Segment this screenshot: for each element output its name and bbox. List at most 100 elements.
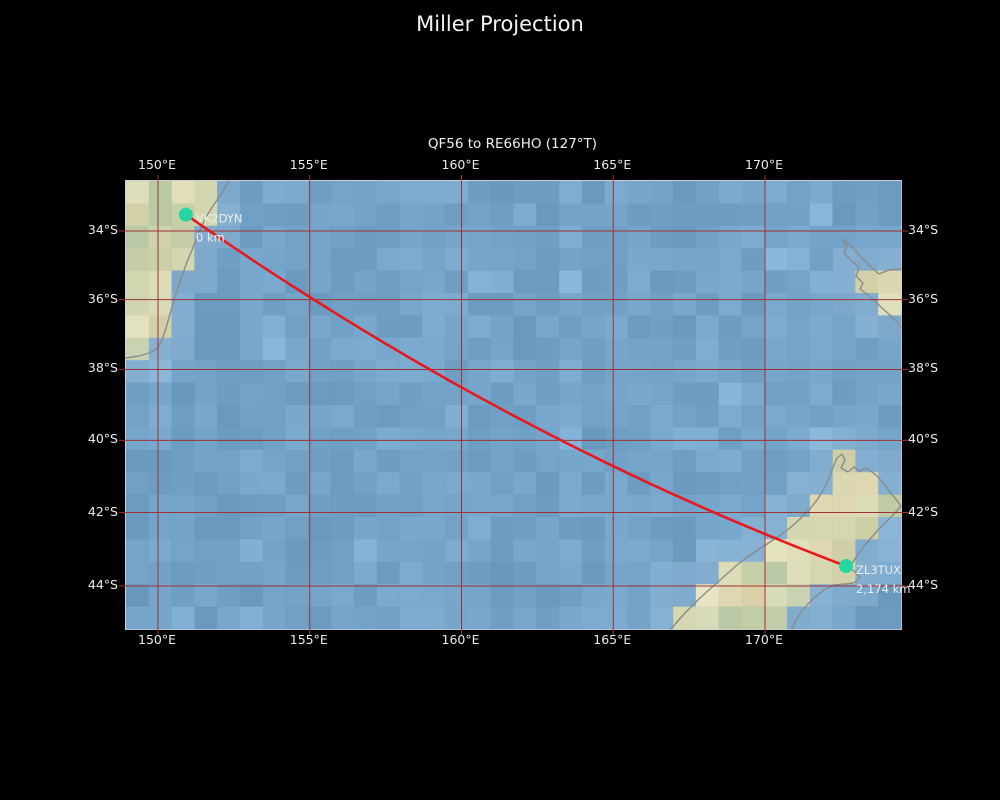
raster-cell bbox=[695, 203, 719, 227]
raster-cell bbox=[673, 270, 697, 294]
raster-cell bbox=[445, 561, 469, 585]
raster-cell bbox=[490, 561, 514, 585]
raster-cell bbox=[308, 360, 332, 383]
raster-cell bbox=[604, 181, 628, 204]
raster-cell bbox=[718, 539, 742, 563]
raster-cell bbox=[673, 225, 697, 249]
raster-cell bbox=[194, 606, 218, 630]
raster-cell bbox=[650, 561, 674, 585]
raster-cell bbox=[604, 337, 628, 361]
raster-cell bbox=[194, 270, 218, 294]
raster-cell bbox=[285, 315, 309, 339]
raster-cell bbox=[148, 382, 172, 406]
raster-cell bbox=[331, 270, 355, 294]
origin-callsign-label: VK2DYN bbox=[196, 212, 243, 226]
raster-cell bbox=[422, 315, 446, 339]
raster-cell bbox=[399, 360, 423, 383]
raster-cell bbox=[239, 270, 264, 294]
raster-cell bbox=[126, 539, 150, 563]
raster-cell bbox=[809, 270, 833, 294]
raster-cell bbox=[764, 449, 788, 473]
raster-cell bbox=[126, 203, 150, 227]
raster-cell bbox=[194, 181, 218, 204]
raster-cell bbox=[536, 270, 560, 294]
raster-cell bbox=[559, 539, 583, 563]
origin-marker bbox=[178, 207, 193, 222]
raster-cell bbox=[513, 225, 537, 249]
raster-cell bbox=[239, 315, 264, 339]
destination-distance-label: 2,174 km bbox=[856, 582, 910, 596]
raster-cell bbox=[764, 293, 788, 316]
raster-cell bbox=[285, 203, 309, 227]
raster-cell bbox=[285, 360, 309, 383]
raster-cell bbox=[126, 584, 150, 607]
raster-cell bbox=[376, 337, 400, 361]
raster-cell bbox=[627, 606, 651, 630]
raster-cell bbox=[718, 561, 742, 585]
raster-cell bbox=[673, 494, 697, 518]
raster-cell bbox=[695, 584, 719, 607]
raster-cell bbox=[650, 449, 674, 473]
raster-cell bbox=[171, 494, 195, 518]
raster-cell bbox=[376, 539, 400, 563]
raster-cell bbox=[262, 517, 286, 540]
raster-cell bbox=[627, 517, 651, 540]
raster-cell bbox=[399, 606, 423, 630]
raster-cell bbox=[194, 405, 218, 428]
raster-cell bbox=[809, 293, 833, 316]
raster-cell bbox=[490, 539, 514, 563]
raster-cell bbox=[878, 405, 902, 428]
raster-cell bbox=[787, 449, 811, 473]
raster-cell bbox=[581, 293, 605, 316]
raster-cell bbox=[467, 561, 491, 585]
raster-cell bbox=[331, 337, 355, 361]
raster-cell bbox=[536, 225, 560, 249]
raster-cell bbox=[467, 315, 491, 339]
raster-cell bbox=[718, 293, 742, 316]
raster-cell bbox=[809, 337, 833, 361]
raster-cell bbox=[308, 225, 332, 249]
raster-cell bbox=[148, 225, 172, 249]
raster-cell bbox=[878, 494, 902, 518]
raster-cell bbox=[832, 270, 856, 294]
raster-cell bbox=[673, 606, 697, 630]
raster-cell bbox=[673, 449, 697, 473]
raster-cell bbox=[809, 539, 833, 563]
raster-cell bbox=[262, 248, 286, 271]
raster-cell bbox=[718, 360, 742, 383]
raster-cell bbox=[513, 315, 537, 339]
lon-tick-label-top: 170°E bbox=[744, 157, 784, 172]
raster-cell bbox=[126, 382, 150, 406]
raster-cell bbox=[855, 449, 879, 473]
lon-tick-label-bottom: 150°E bbox=[137, 632, 177, 647]
route-great-circle-line bbox=[184, 213, 848, 568]
lat-tick-label-left: 34°S bbox=[87, 221, 118, 237]
raster-cell bbox=[217, 315, 241, 339]
raster-cell bbox=[171, 337, 195, 361]
raster-cell bbox=[239, 181, 264, 204]
raster-cell bbox=[695, 181, 719, 204]
map-plot-area: VK2DYN 0 km ZL3TUX 2,174 km bbox=[119, 175, 910, 635]
raster-cell bbox=[809, 517, 833, 540]
raster-cell bbox=[604, 315, 628, 339]
raster-cell bbox=[148, 337, 172, 361]
raster-cell bbox=[422, 517, 446, 540]
raster-cell bbox=[650, 360, 674, 383]
raster-cell bbox=[855, 561, 879, 585]
raster-cell bbox=[832, 472, 856, 495]
raster-cell bbox=[285, 539, 309, 563]
raster-cell bbox=[239, 427, 264, 451]
raster-cell bbox=[513, 472, 537, 495]
raster-cell bbox=[604, 360, 628, 383]
raster-cell bbox=[353, 472, 378, 495]
raster-cell bbox=[581, 606, 605, 630]
raster-cell bbox=[285, 517, 309, 540]
coastline-north-island-west bbox=[841, 238, 902, 328]
raster-cell bbox=[308, 494, 332, 518]
raster-cell bbox=[764, 337, 788, 361]
raster-cell bbox=[353, 315, 378, 339]
raster-cell bbox=[536, 449, 560, 473]
raster-cell bbox=[832, 315, 856, 339]
raster-cell bbox=[673, 427, 697, 451]
raster-cell bbox=[650, 181, 674, 204]
